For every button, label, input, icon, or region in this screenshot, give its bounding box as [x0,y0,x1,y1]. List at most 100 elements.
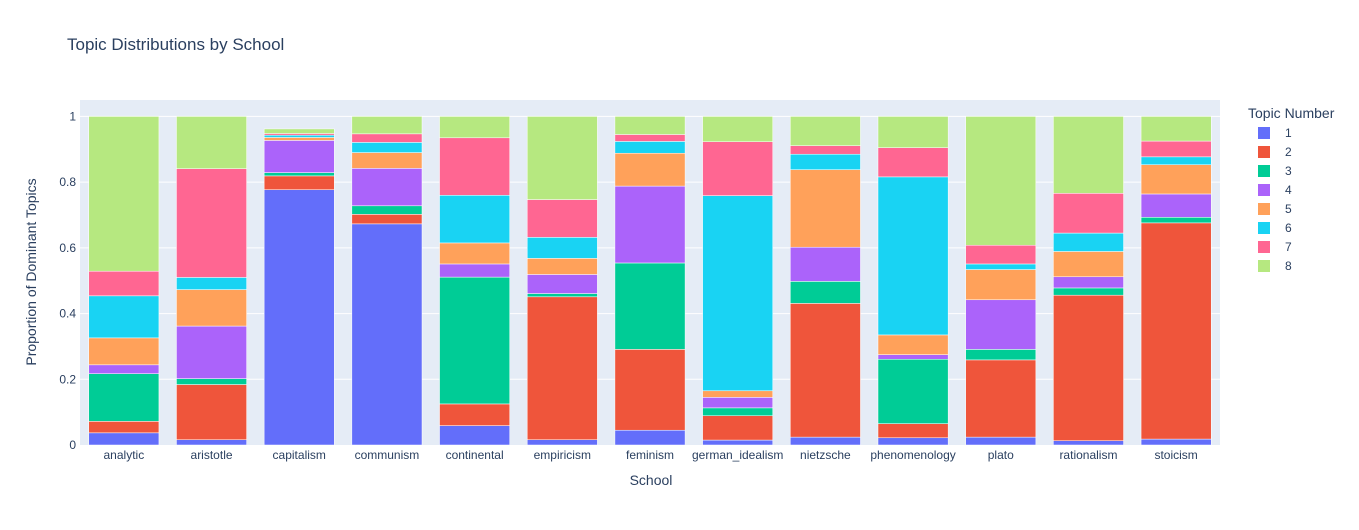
bar-segment-analytic-topic-6[interactable] [88,295,160,339]
bar-segment-stoicism-topic-4[interactable] [1140,193,1212,218]
legend-label[interactable]: 1 [1285,126,1292,140]
bar-segment-phenomenology-topic-3[interactable] [877,358,949,424]
bar-segment-aristotle-topic-8[interactable] [176,116,247,169]
bar-segment-stoicism-topic-3[interactable] [1140,217,1212,224]
bar-segment-phenomenology-topic-1[interactable] [877,437,949,446]
bar-segment-german_idealism-topic-2[interactable] [702,415,774,441]
bar-segment-phenomenology-topic-6[interactable] [877,176,949,336]
bar-segment-nietzsche-topic-6[interactable] [790,153,861,170]
bar-segment-analytic-topic-2[interactable] [88,421,160,434]
bar-segment-aristotle-topic-7[interactable] [176,168,247,278]
bar-segment-feminism-topic-3[interactable] [614,262,686,350]
bar-segment-rationalism-topic-5[interactable] [1053,251,1124,278]
bar-segment-aristotle-topic-6[interactable] [176,277,247,290]
bar-segment-plato-topic-7[interactable] [965,244,1037,265]
legend-swatch[interactable] [1258,184,1270,196]
bar-segment-feminism-topic-7[interactable] [614,134,686,142]
bar-segment-capitalism-topic-8[interactable] [263,128,335,134]
legend-label[interactable]: 8 [1285,259,1292,273]
bar-segment-empiricism-topic-8[interactable] [526,116,598,200]
bar-segment-phenomenology-topic-4[interactable] [877,354,949,360]
bar-segment-analytic-topic-5[interactable] [88,337,160,366]
bar-segment-analytic-topic-4[interactable] [88,364,160,374]
bar-segment-rationalism-topic-3[interactable] [1053,287,1124,296]
bar-segment-stoicism-topic-5[interactable] [1140,164,1212,195]
bar-segment-continental-topic-7[interactable] [439,137,510,196]
legend-label[interactable]: 6 [1285,221,1292,235]
bar-segment-nietzsche-topic-1[interactable] [790,436,861,446]
bar-segment-plato-topic-5[interactable] [965,269,1037,301]
bar-segment-communism-topic-2[interactable] [351,214,423,225]
legend-label[interactable]: 7 [1285,240,1292,254]
bar-segment-plato-topic-3[interactable] [965,349,1037,361]
bar-segment-empiricism-topic-7[interactable] [526,199,598,238]
bar-segment-continental-topic-4[interactable] [439,263,510,278]
bar-segment-empiricism-topic-5[interactable] [526,258,598,275]
bar-segment-german_idealism-topic-1[interactable] [702,439,774,446]
bar-segment-phenomenology-topic-8[interactable] [877,116,949,148]
bar-segment-continental-topic-6[interactable] [439,195,510,244]
bar-segment-empiricism-topic-6[interactable] [526,237,598,259]
bar-segment-stoicism-topic-1[interactable] [1140,438,1212,446]
bar-segment-communism-topic-3[interactable] [351,205,423,215]
bar-segment-plato-topic-6[interactable] [965,263,1037,270]
bar-segment-feminism-topic-2[interactable] [614,349,686,431]
bar-segment-rationalism-topic-1[interactable] [1053,440,1124,446]
bar-segment-rationalism-topic-8[interactable] [1053,116,1124,194]
bar-segment-rationalism-topic-6[interactable] [1053,232,1124,252]
legend-swatch[interactable] [1258,260,1270,272]
bar-segment-feminism-topic-5[interactable] [614,152,686,187]
bar-segment-continental-topic-2[interactable] [439,403,510,426]
bar-segment-empiricism-topic-2[interactable] [526,296,598,440]
bar-segment-analytic-topic-1[interactable] [88,432,160,446]
bar-segment-stoicism-topic-8[interactable] [1140,116,1212,142]
bar-segment-continental-topic-8[interactable] [439,116,510,139]
bar-segment-analytic-topic-7[interactable] [88,270,160,297]
bar-segment-communism-topic-1[interactable] [351,223,423,446]
bar-segment-nietzsche-topic-4[interactable] [790,246,861,282]
bar-segment-stoicism-topic-7[interactable] [1140,140,1212,158]
bar-segment-aristotle-topic-5[interactable] [176,289,247,327]
legend-swatch[interactable] [1258,127,1270,139]
bar-segment-rationalism-topic-2[interactable] [1053,294,1124,441]
bar-segment-german_idealism-topic-8[interactable] [702,116,774,142]
bar-segment-capitalism-topic-2[interactable] [263,175,335,190]
bar-segment-empiricism-topic-3[interactable] [526,293,598,298]
bar-segment-aristotle-topic-3[interactable] [176,378,247,385]
bar-segment-feminism-topic-4[interactable] [614,185,686,264]
bar-segment-capitalism-topic-3[interactable] [263,172,335,177]
bar-segment-continental-topic-3[interactable] [439,276,510,405]
legend-label[interactable]: 5 [1285,202,1292,216]
legend-swatch[interactable] [1258,165,1270,177]
bar-segment-communism-topic-6[interactable] [351,142,423,153]
bar-segment-phenomenology-topic-5[interactable] [877,334,949,355]
legend-swatch[interactable] [1258,146,1270,158]
bar-segment-plato-topic-8[interactable] [965,116,1037,246]
bar-segment-aristotle-topic-2[interactable] [176,384,247,440]
bar-segment-analytic-topic-8[interactable] [88,116,160,272]
bar-segment-capitalism-topic-5[interactable] [263,137,335,141]
bar-segment-nietzsche-topic-2[interactable] [790,303,861,438]
bar-segment-feminism-topic-8[interactable] [614,116,686,135]
bar-segment-continental-topic-1[interactable] [439,425,510,446]
bar-segment-german_idealism-topic-6[interactable] [702,195,774,392]
bar-segment-communism-topic-8[interactable] [351,116,423,135]
bar-segment-rationalism-topic-7[interactable] [1053,193,1124,234]
bar-segment-german_idealism-topic-5[interactable] [702,390,774,398]
bar-segment-nietzsche-topic-7[interactable] [790,145,861,155]
bar-segment-capitalism-topic-6[interactable] [263,134,335,138]
bar-segment-capitalism-topic-1[interactable] [263,189,335,446]
bar-segment-communism-topic-4[interactable] [351,168,423,207]
legend-label[interactable]: 4 [1285,183,1292,197]
bar-segment-plato-topic-1[interactable] [965,436,1037,446]
bar-segment-nietzsche-topic-5[interactable] [790,169,861,248]
bar-segment-aristotle-topic-4[interactable] [176,325,247,379]
legend-swatch[interactable] [1258,241,1270,253]
bar-segment-aristotle-topic-1[interactable] [176,439,247,446]
bar-segment-capitalism-topic-4[interactable] [263,140,335,173]
bar-segment-feminism-topic-1[interactable] [614,429,686,446]
bar-segment-empiricism-topic-4[interactable] [526,274,598,294]
bar-segment-empiricism-topic-1[interactable] [526,439,598,446]
bar-segment-stoicism-topic-6[interactable] [1140,156,1212,165]
legend-swatch[interactable] [1258,222,1270,234]
